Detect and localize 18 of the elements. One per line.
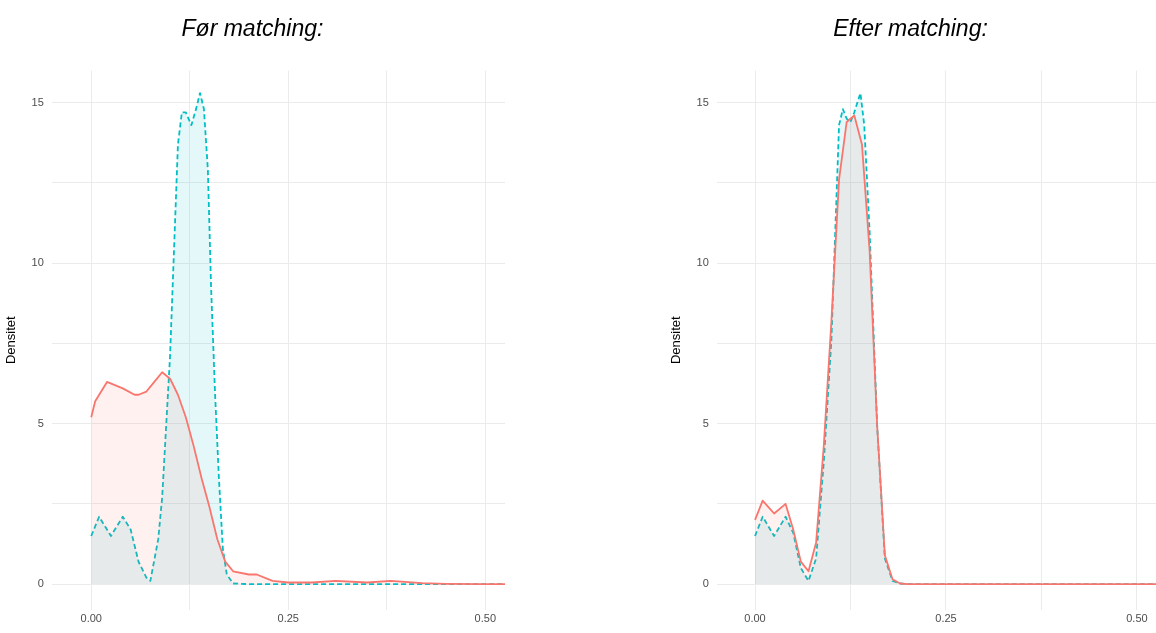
- y-tick-label: 10: [31, 256, 44, 269]
- x-tick-label: 0.00: [744, 612, 766, 625]
- y-tick-label: 15: [31, 95, 44, 108]
- x-tick-label: 0.50: [1126, 612, 1148, 625]
- chart-title: Før matching:: [180, 14, 325, 43]
- x-tick-label: 0.00: [80, 612, 102, 625]
- y-axis-title: Densitet: [668, 315, 684, 365]
- x-tick-label: 0.25: [277, 612, 299, 625]
- chart-title: Efter matching:: [832, 14, 989, 43]
- y-tick-label: 10: [696, 256, 709, 269]
- y-tick-label: 0: [37, 577, 44, 590]
- y-tick-label: 0: [702, 577, 709, 590]
- y-tick-label: 15: [696, 95, 709, 108]
- x-tick-label: 0.50: [474, 612, 497, 625]
- y-axis-title: Densitet: [3, 315, 19, 365]
- y-tick-label: 5: [702, 416, 709, 429]
- y-tick-label: 5: [37, 416, 44, 429]
- x-tick-label: 0.25: [935, 612, 957, 625]
